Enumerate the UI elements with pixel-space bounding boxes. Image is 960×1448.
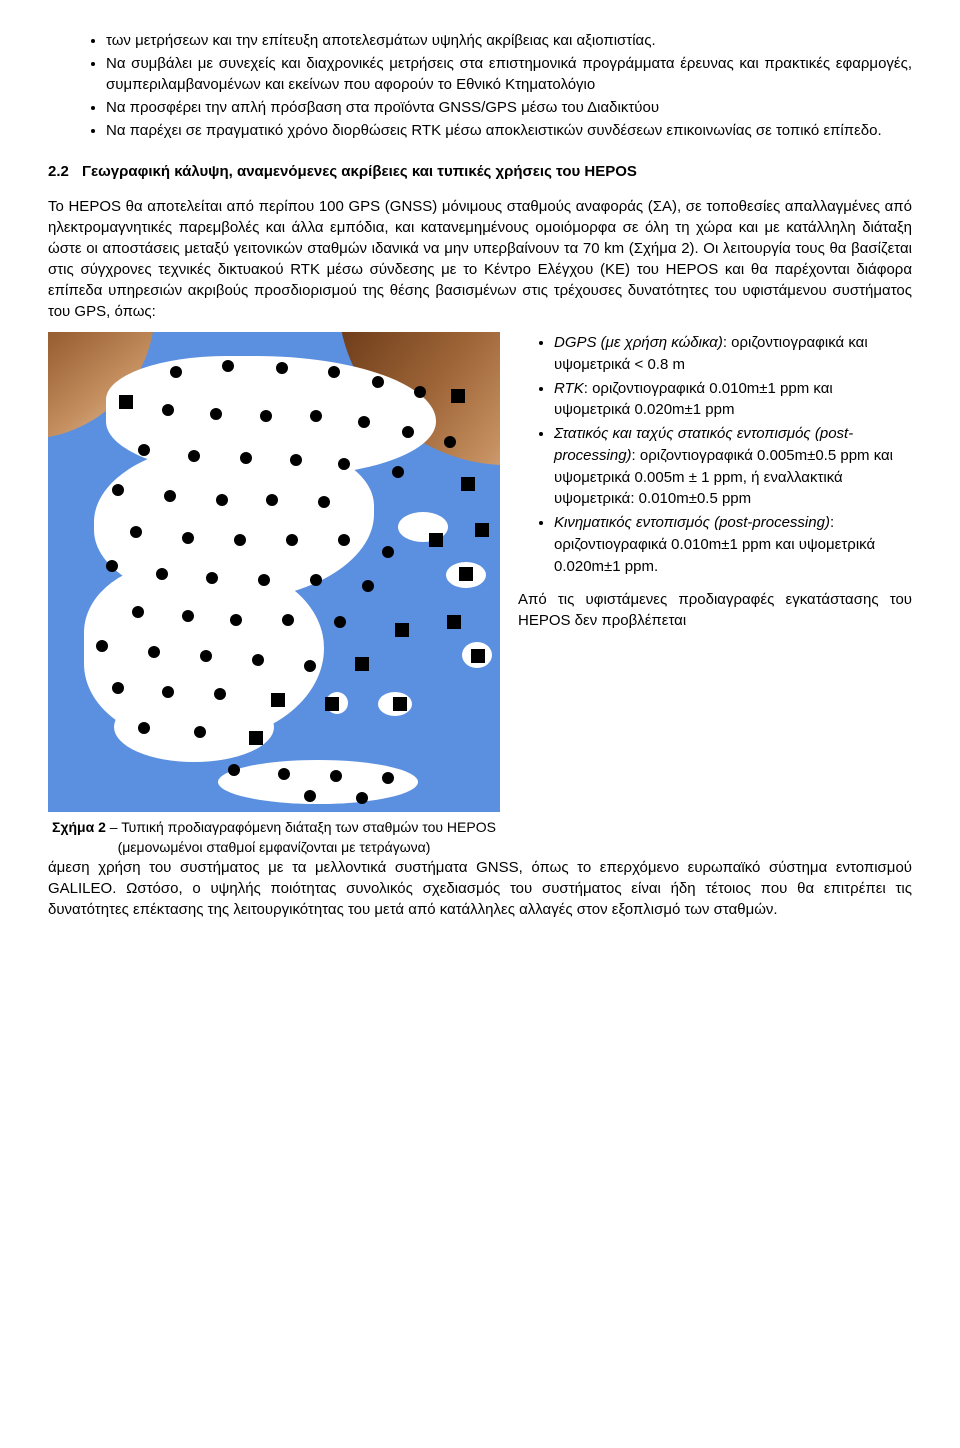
station-square-icon (471, 649, 485, 663)
station-square-icon (119, 395, 133, 409)
station-dot-icon (266, 494, 278, 506)
station-dot-icon (290, 454, 302, 466)
station-dot-icon (402, 426, 414, 438)
station-square-icon (395, 623, 409, 637)
station-dot-icon (310, 574, 322, 586)
station-dot-icon (188, 450, 200, 462)
station-dot-icon (200, 650, 212, 662)
station-dot-icon (112, 682, 124, 694)
station-dot-icon (338, 458, 350, 470)
station-dot-icon (156, 568, 168, 580)
station-dot-icon (96, 640, 108, 652)
accuracy-bullet-item: RTK: οριζοντιογραφικά 0.010m±1 ppm και υ… (554, 378, 912, 422)
station-dot-icon (286, 534, 298, 546)
station-dot-icon (310, 410, 322, 422)
station-dot-icon (228, 764, 240, 776)
station-square-icon (393, 697, 407, 711)
station-dot-icon (260, 410, 272, 422)
station-square-icon (249, 731, 263, 745)
station-dot-icon (170, 366, 182, 378)
top-bullet-item: των μετρήσεων και την επίτευξη αποτελεσμ… (106, 30, 912, 51)
station-dot-icon (282, 614, 294, 626)
station-dot-icon (206, 572, 218, 584)
station-dot-icon (162, 686, 174, 698)
figure-caption: Σχήμα 2 – Τυπική προδιαγραφόμενη διάταξη… (48, 818, 500, 857)
figure-caption-bold: Σχήμα 2 (52, 819, 106, 835)
paragraph-intro: Το HEPOS θα αποτελείται από περίπου 100 … (48, 196, 912, 322)
station-dot-icon (210, 408, 222, 420)
station-dot-icon (234, 534, 246, 546)
station-dot-icon (216, 494, 228, 506)
station-dot-icon (112, 484, 124, 496)
figure-caption-text: – Τυπική προδιαγραφόμενη διάταξη των στα… (106, 819, 496, 855)
station-dot-icon (132, 606, 144, 618)
station-square-icon (459, 567, 473, 581)
station-dot-icon (162, 404, 174, 416)
station-dot-icon (106, 560, 118, 572)
figure-layout: Σχήμα 2 – Τυπική προδιαγραφόμενη διάταξη… (48, 332, 912, 857)
station-dot-icon (318, 496, 330, 508)
station-dot-icon (148, 646, 160, 658)
station-dot-icon (356, 792, 368, 804)
accuracy-bullet-item: DGPS (με χρήση κώδικα): οριζοντιογραφικά… (554, 332, 912, 376)
station-square-icon (271, 693, 285, 707)
section-heading: 2.2Γεωγραφική κάλυψη, αναμενόμενες ακρίβ… (48, 161, 912, 182)
station-square-icon (447, 615, 461, 629)
station-dot-icon (138, 444, 150, 456)
station-dot-icon (362, 580, 374, 592)
station-dot-icon (358, 416, 370, 428)
station-square-icon (355, 657, 369, 671)
station-dot-icon (214, 688, 226, 700)
station-dot-icon (304, 790, 316, 802)
station-dot-icon (444, 436, 456, 448)
station-dot-icon (252, 654, 264, 666)
accuracy-bullet-item: Κινηματικός εντοπισμός (post-processing)… (554, 512, 912, 577)
figure-right-column: DGPS (με χρήση κώδικα): οριζοντιογραφικά… (518, 332, 912, 631)
top-bullet-item: Να συμβάλει με συνεχείς και διαχρονικές … (106, 53, 912, 95)
station-square-icon (429, 533, 443, 547)
station-dot-icon (276, 362, 288, 374)
section-title: Γεωγραφική κάλυψη, αναμενόμενες ακρίβειε… (82, 163, 637, 180)
station-dot-icon (338, 534, 350, 546)
accuracy-bullet-item: Στατικός και ταχύς στατικός εντοπισμός (… (554, 423, 912, 510)
station-dot-icon (382, 772, 394, 784)
station-dot-icon (372, 376, 384, 388)
station-dot-icon (334, 616, 346, 628)
station-dot-icon (222, 360, 234, 372)
station-dot-icon (138, 722, 150, 734)
greece-map (48, 332, 500, 812)
station-dot-icon (278, 768, 290, 780)
station-dot-icon (330, 770, 342, 782)
top-bullet-item: Να προσφέρει την απλή πρόσβαση στα προϊό… (106, 97, 912, 118)
station-dot-icon (182, 532, 194, 544)
section-number: 2.2 (48, 161, 82, 182)
right-after-text: Από τις υφιστάμενες προδιαγραφές εγκατάσ… (518, 589, 912, 631)
station-dot-icon (414, 386, 426, 398)
station-dot-icon (240, 452, 252, 464)
station-square-icon (325, 697, 339, 711)
station-dot-icon (194, 726, 206, 738)
figure-left-column: Σχήμα 2 – Τυπική προδιαγραφόμενη διάταξη… (48, 332, 500, 857)
station-dot-icon (130, 526, 142, 538)
station-dot-icon (392, 466, 404, 478)
station-square-icon (475, 523, 489, 537)
accuracy-bullet-list: DGPS (με χρήση κώδικα): οριζοντιογραφικά… (518, 332, 912, 577)
station-dot-icon (164, 490, 176, 502)
station-square-icon (451, 389, 465, 403)
station-dot-icon (382, 546, 394, 558)
paragraph-after: άμεση χρήση του συστήματος με τα μελλοντ… (48, 857, 912, 920)
station-dot-icon (230, 614, 242, 626)
station-dot-icon (304, 660, 316, 672)
station-dot-icon (182, 610, 194, 622)
top-bullet-list: των μετρήσεων και την επίτευξη αποτελεσμ… (48, 30, 912, 141)
station-dot-icon (258, 574, 270, 586)
station-square-icon (461, 477, 475, 491)
top-bullet-item: Να παρέχει σε πραγματικό χρόνο διορθώσει… (106, 120, 912, 141)
station-dot-icon (328, 366, 340, 378)
